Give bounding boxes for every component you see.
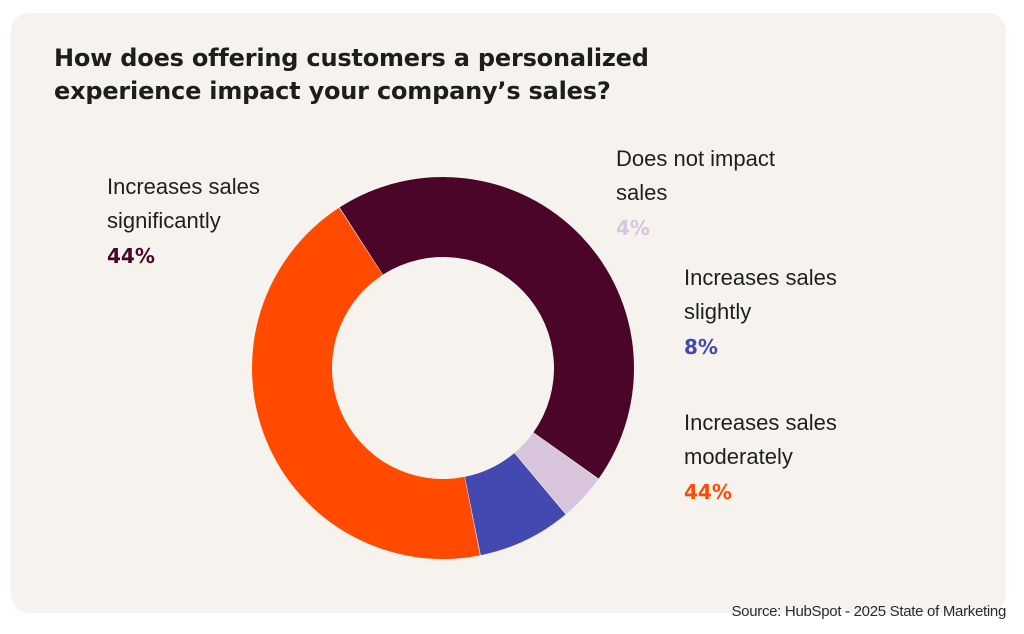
slice-label: Increases sales moderately (684, 410, 837, 469)
label-increases-slightly: Increases sales slightly 8% (684, 261, 884, 361)
donut-slice-increases-sales-moderately (252, 207, 480, 559)
source-note: Source: HubSpot - 2025 State of Marketin… (731, 603, 1006, 620)
donut-slice-increases-sales-significantly (339, 176, 635, 479)
label-does-not-impact: Does not impact sales 4% (616, 142, 816, 242)
slice-label: Increases sales significantly (107, 174, 260, 233)
slice-value: 44% (684, 480, 732, 504)
label-increases-significantly: Increases sales significantly 44% (107, 170, 307, 270)
donut-slice-does-not-impact-sales (514, 432, 599, 514)
chart-title: How does offering customers a personaliz… (54, 44, 649, 105)
slice-value: 4% (616, 216, 650, 240)
slice-value: 8% (684, 335, 718, 359)
slice-label: Does not impact sales (616, 146, 775, 205)
slice-label: Increases sales slightly (684, 265, 837, 324)
slice-value: 44% (107, 244, 155, 268)
label-increases-moderately: Increases sales moderately 44% (684, 406, 894, 506)
donut-slice-increases-sales-slightly (464, 453, 566, 556)
